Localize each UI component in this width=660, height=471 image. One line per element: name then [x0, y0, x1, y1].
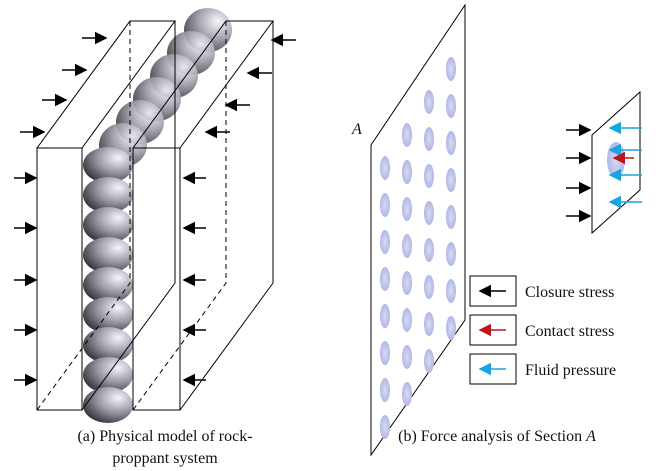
contact-spot — [446, 168, 456, 192]
contact-spot — [424, 201, 434, 225]
contact-spot — [607, 142, 625, 178]
contact-spot — [402, 345, 412, 369]
contact-spot — [424, 238, 434, 262]
contact-spot — [380, 193, 390, 217]
caption-text: (b) Force analysis of Section — [398, 428, 586, 445]
contact-spot — [446, 131, 456, 155]
section-label: A — [351, 121, 362, 138]
caption: proppant system — [112, 450, 218, 467]
legend-label: Fluid pressure — [525, 362, 616, 379]
contact-spot — [446, 57, 456, 81]
contact-spot — [402, 382, 412, 406]
contact-spot — [380, 304, 390, 328]
contact-spot — [402, 197, 412, 221]
contact-spot — [446, 279, 456, 303]
contact-spot — [380, 267, 390, 291]
caption: (a) Physical model of rock- — [77, 428, 252, 445]
figure: A Closure stress Contact stress Fluid pr… — [0, 0, 660, 471]
contact-spot — [380, 156, 390, 180]
contact-spot — [380, 341, 390, 365]
contact-spot — [402, 308, 412, 332]
contact-spot — [402, 160, 412, 184]
contact-spot — [446, 94, 456, 118]
contact-spot — [424, 275, 434, 299]
contact-spot — [424, 164, 434, 188]
contact-spot — [380, 378, 390, 402]
contact-spot — [380, 415, 390, 439]
contact-spot — [402, 271, 412, 295]
legend-label: Contact stress — [525, 323, 614, 340]
caption-emphasis: A — [585, 428, 596, 445]
contact-spot — [446, 316, 456, 340]
contact-spot — [402, 123, 412, 147]
contact-spot — [402, 234, 412, 258]
legend: Closure stress Contact stress Fluid pres… — [470, 276, 616, 384]
contact-spot — [446, 205, 456, 229]
contact-spot — [424, 127, 434, 151]
caption: (b) Force analysis of Section A — [398, 428, 596, 445]
contact-spot — [380, 230, 390, 254]
contact-spot — [424, 312, 434, 336]
contact-spot — [446, 242, 456, 266]
contact-spot — [424, 349, 434, 373]
contact-spot — [424, 90, 434, 114]
legend-label: Closure stress — [525, 284, 614, 301]
